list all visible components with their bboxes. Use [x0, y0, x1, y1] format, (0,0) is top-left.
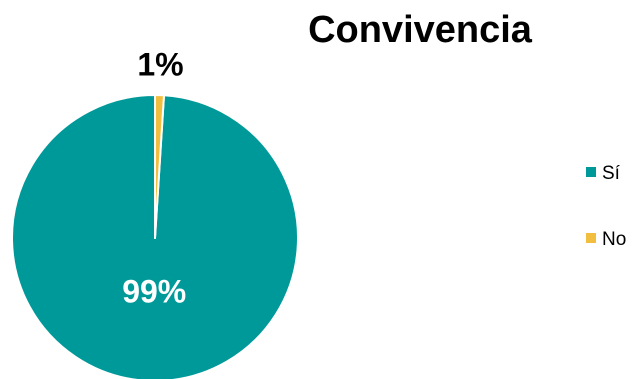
data-label-2: 1%	[137, 47, 183, 83]
legend-swatch-1	[586, 167, 596, 177]
legend: Sí No	[586, 163, 626, 250]
chart-title: Convivencia	[308, 9, 533, 51]
data-labels: 99% 1%	[122, 47, 186, 310]
legend-label-2: No	[602, 229, 626, 250]
pie-slice-2	[154, 94, 165, 239]
legend-swatch-2	[586, 233, 596, 243]
pie-slices	[11, 94, 299, 379]
legend-label-1: Sí	[602, 163, 621, 184]
data-label-1: 99%	[122, 273, 186, 309]
pie-slice-1	[11, 94, 299, 379]
